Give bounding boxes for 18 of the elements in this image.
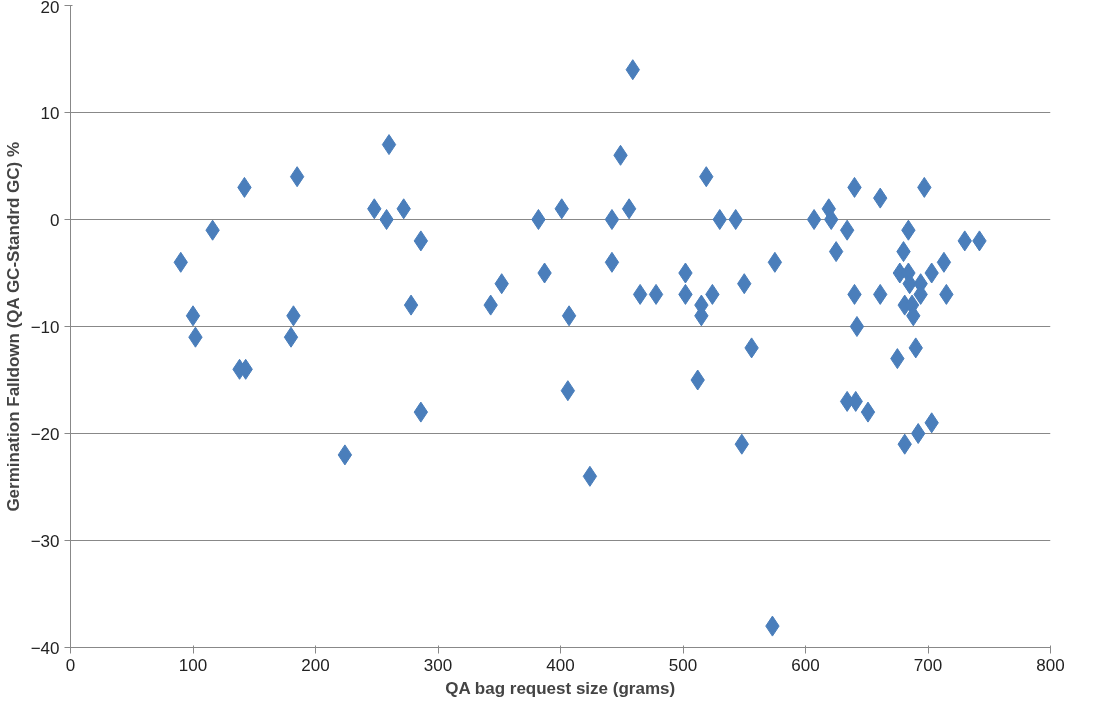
x-axis-title: QA bag request size (grams) xyxy=(445,678,676,698)
y-tick-label: −20 xyxy=(30,424,60,444)
x-tick-label: 100 xyxy=(178,655,208,675)
x-tick-label: 0 xyxy=(65,655,76,675)
y-tick-label: −30 xyxy=(30,531,60,551)
y-tick-label: −10 xyxy=(30,317,60,337)
y-tick-label: 0 xyxy=(50,210,60,230)
x-tick-label: 800 xyxy=(1036,655,1065,675)
y-tick-label: 20 xyxy=(40,0,60,17)
y-tick-label: 10 xyxy=(40,103,60,123)
x-tick-label: 200 xyxy=(301,655,330,675)
x-tick-label: 700 xyxy=(913,655,943,675)
x-tick-label: 400 xyxy=(546,655,575,675)
x-tick-label: 500 xyxy=(668,655,698,675)
x-tick-label: 300 xyxy=(423,655,453,675)
y-tick-label: −40 xyxy=(30,638,60,658)
y-axis-title: Germination Falldown (QA GC-Standrd GC) % xyxy=(3,142,23,512)
x-tick-label: 600 xyxy=(791,655,820,675)
